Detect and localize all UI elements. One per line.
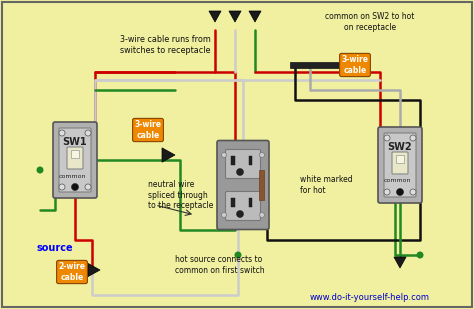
Text: 3-wire
cable: 3-wire cable [341, 55, 368, 75]
Circle shape [85, 130, 91, 136]
Polygon shape [394, 257, 406, 268]
Circle shape [59, 184, 65, 190]
Circle shape [417, 252, 423, 259]
Bar [231, 156, 235, 165]
Circle shape [396, 188, 403, 196]
FancyBboxPatch shape [378, 127, 422, 203]
Text: common: common [58, 173, 86, 179]
FancyBboxPatch shape [53, 122, 97, 198]
FancyBboxPatch shape [226, 192, 261, 221]
Circle shape [237, 210, 244, 218]
Polygon shape [162, 148, 175, 162]
FancyBboxPatch shape [384, 133, 416, 197]
Text: hot source connects to
common on first switch: hot source connects to common on first s… [175, 255, 264, 275]
Bar [249, 198, 252, 207]
Text: neutral wire
spliced through
to the receptacle: neutral wire spliced through to the rece… [148, 180, 213, 210]
Circle shape [72, 184, 79, 191]
Circle shape [259, 153, 264, 158]
Circle shape [221, 153, 227, 158]
Polygon shape [249, 11, 261, 22]
Text: 2-wire
cable: 2-wire cable [58, 262, 85, 282]
Circle shape [221, 213, 227, 218]
Polygon shape [209, 11, 221, 22]
Text: 3-wire
cable: 3-wire cable [135, 120, 162, 140]
FancyBboxPatch shape [67, 147, 83, 169]
Circle shape [259, 213, 264, 218]
FancyBboxPatch shape [226, 150, 261, 179]
Text: SW1: SW1 [63, 137, 87, 147]
FancyBboxPatch shape [392, 152, 408, 174]
Text: 3-wire cable runs from
switches to receptacle: 3-wire cable runs from switches to recep… [119, 35, 210, 55]
Bar [71, 150, 79, 158]
Circle shape [36, 167, 44, 173]
Circle shape [410, 189, 416, 195]
FancyBboxPatch shape [217, 141, 269, 230]
Circle shape [235, 252, 241, 259]
Text: common: common [383, 179, 411, 184]
Circle shape [410, 135, 416, 141]
Circle shape [384, 189, 390, 195]
Text: www.do-it-yourself-help.com: www.do-it-yourself-help.com [310, 294, 430, 303]
Text: common on SW2 to hot
on receptacle: common on SW2 to hot on receptacle [325, 12, 415, 32]
Text: SW2: SW2 [388, 142, 412, 152]
Bar [396, 155, 404, 163]
Bar [249, 156, 252, 165]
Circle shape [237, 168, 244, 176]
Bar [231, 198, 235, 207]
Bar [290, 62, 340, 68]
Circle shape [85, 184, 91, 190]
Bar [259, 170, 264, 200]
Polygon shape [88, 263, 100, 277]
Polygon shape [229, 11, 241, 22]
Text: white marked
for hot: white marked for hot [300, 175, 353, 195]
Circle shape [59, 130, 65, 136]
Text: source: source [36, 243, 73, 253]
FancyBboxPatch shape [59, 128, 91, 192]
Circle shape [384, 135, 390, 141]
